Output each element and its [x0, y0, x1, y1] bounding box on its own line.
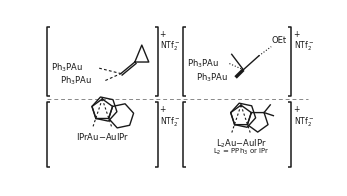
- Text: Ph$_3$PAu: Ph$_3$PAu: [60, 74, 92, 87]
- Text: +: +: [293, 105, 299, 114]
- Text: +: +: [293, 30, 299, 39]
- Text: NTf$_2^-$: NTf$_2^-$: [294, 40, 314, 53]
- Text: Ph$_3$PAu: Ph$_3$PAu: [51, 62, 83, 74]
- Text: +: +: [160, 30, 166, 39]
- Text: IPrAu$-$AuIPr: IPrAu$-$AuIPr: [76, 131, 129, 142]
- Text: L$_2$ = PPh$_3$ or IPr: L$_2$ = PPh$_3$ or IPr: [213, 147, 269, 157]
- Text: Ph$_3$PAu: Ph$_3$PAu: [196, 71, 228, 84]
- Text: OEt: OEt: [272, 36, 287, 45]
- Text: NTf$_2^-$: NTf$_2^-$: [160, 115, 180, 129]
- Text: NTf$_2^-$: NTf$_2^-$: [294, 115, 314, 129]
- Text: Ph$_3$PAu: Ph$_3$PAu: [187, 57, 219, 70]
- Text: NTf$_2^-$: NTf$_2^-$: [160, 40, 180, 53]
- Text: L$_2$Au$-$AuIPr: L$_2$Au$-$AuIPr: [215, 137, 266, 150]
- Text: +: +: [160, 105, 166, 114]
